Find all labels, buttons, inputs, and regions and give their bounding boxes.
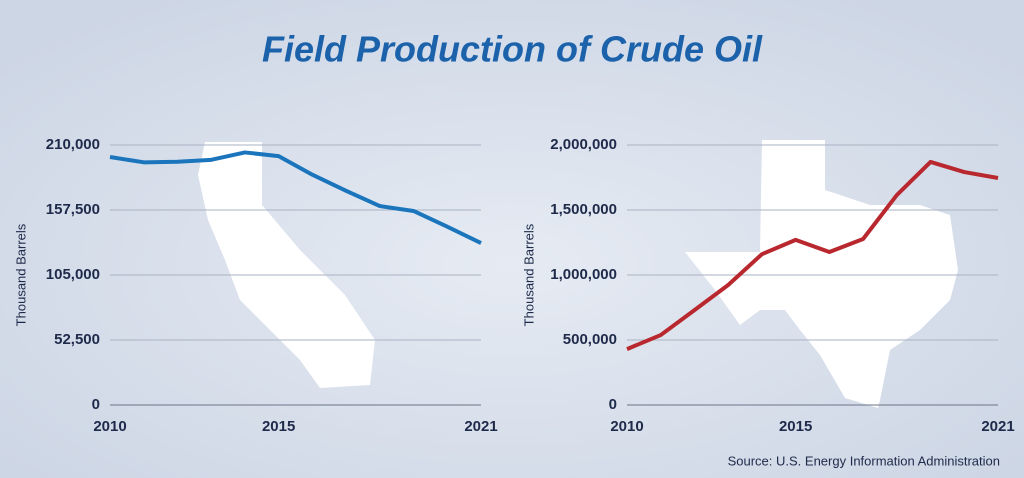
y-axis-label: Thousand Barrels (13, 223, 28, 326)
x-tick-label: 2015 (779, 418, 812, 435)
y-tick-label: 1,500,000 (550, 201, 617, 218)
title: Field Production of Crude Oil (262, 29, 763, 70)
x-tick-label: 2010 (93, 418, 126, 435)
x-tick-label: 2010 (610, 418, 643, 435)
y-tick-label: 1,000,000 (550, 266, 617, 283)
y-tick-label: 52,500 (54, 331, 100, 348)
y-tick-label: 2,000,000 (550, 136, 617, 153)
y-tick-label: 210,000 (46, 136, 100, 153)
data-line (109, 150, 482, 245)
x-tick-label: 2015 (262, 418, 295, 435)
california-shape (198, 142, 375, 388)
source-note: Source: U.S. Energy Information Administ… (728, 453, 1000, 468)
y-tick-label: 500,000 (563, 331, 617, 348)
y-tick-label: 105,000 (46, 266, 100, 283)
y-tick-label: 0 (609, 396, 617, 413)
data-line (626, 159, 999, 351)
y-tick-label: 0 (92, 396, 100, 413)
x-tick-label: 2021 (464, 418, 497, 435)
y-axis-label: Thousand Barrels (521, 223, 536, 326)
y-tick-label: 157,500 (46, 201, 100, 218)
x-tick-label: 2021 (981, 418, 1014, 435)
